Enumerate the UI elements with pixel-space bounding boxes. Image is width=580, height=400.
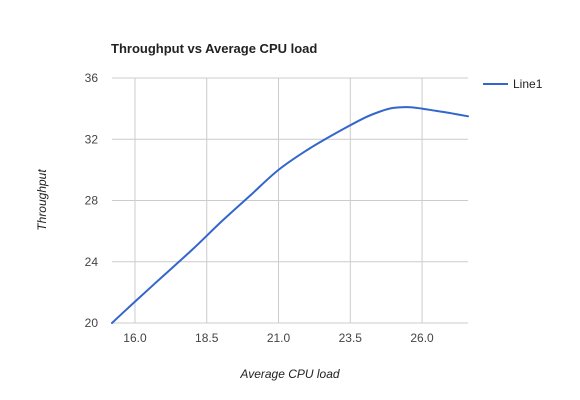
y-tick-label: 24 [85, 255, 99, 269]
x-tick-label: 18.5 [195, 331, 219, 345]
y-tick-labels: 20 24 28 32 36 [85, 71, 99, 330]
x-axis-title: Average CPU load [239, 367, 339, 381]
x-tick-label: 26.0 [410, 331, 434, 345]
x-tick-labels: 16.0 18.5 21.0 23.5 26.0 [123, 331, 434, 345]
legend-label-line1: Line1 [513, 77, 543, 91]
grid [112, 77, 468, 324]
y-tick-label: 32 [85, 132, 99, 146]
x-tick-label: 23.5 [339, 331, 363, 345]
x-tick-label: 21.0 [267, 331, 291, 345]
series-line-1 [111, 106, 469, 324]
y-tick-label: 36 [85, 71, 99, 85]
y-axis-title: Throughput [35, 169, 49, 231]
legend: Line1 [483, 77, 543, 91]
x-tick-label: 16.0 [123, 331, 147, 345]
chart-title: Throughput vs Average CPU load [111, 41, 317, 56]
y-tick-label: 20 [85, 316, 99, 330]
series-group [111, 106, 469, 324]
y-tick-label: 28 [85, 194, 99, 208]
